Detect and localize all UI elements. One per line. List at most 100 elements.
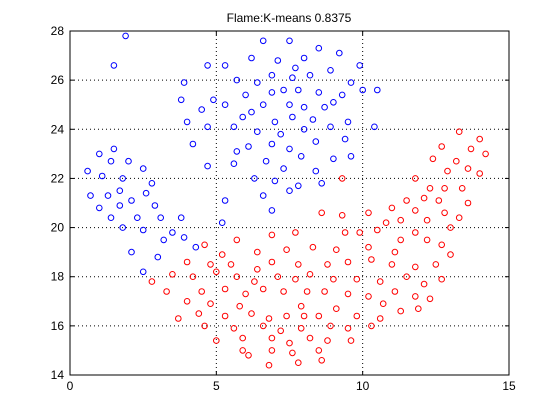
data-point bbox=[292, 64, 299, 72]
data-point bbox=[379, 300, 387, 308]
data-point bbox=[242, 91, 249, 99]
data-point bbox=[213, 337, 220, 344]
data-point bbox=[382, 219, 390, 226]
y-tick-label: 26 bbox=[51, 73, 65, 87]
data-point bbox=[297, 153, 305, 160]
data-point bbox=[221, 62, 229, 69]
data-point bbox=[333, 305, 340, 313]
data-point bbox=[271, 177, 279, 185]
data-point bbox=[306, 271, 314, 278]
data-point bbox=[324, 261, 331, 268]
data-point bbox=[253, 248, 261, 256]
data-point bbox=[286, 339, 293, 347]
data-point bbox=[98, 172, 106, 180]
data-point bbox=[397, 216, 405, 224]
data-point bbox=[438, 241, 446, 249]
data-point bbox=[210, 96, 217, 104]
data-point bbox=[476, 135, 484, 143]
data-point bbox=[233, 273, 241, 281]
data-point bbox=[107, 157, 115, 165]
data-point bbox=[227, 261, 235, 268]
data-point bbox=[192, 243, 200, 251]
y-tick-label: 18 bbox=[51, 270, 65, 284]
axis-ticks: 0 5 10 15 14 16 18 20 22 24 26 28 bbox=[51, 24, 516, 393]
data-point bbox=[300, 126, 308, 133]
data-point bbox=[286, 145, 293, 153]
data-point bbox=[447, 251, 454, 258]
data-point bbox=[391, 248, 399, 256]
data-point bbox=[415, 305, 422, 313]
data-point bbox=[251, 278, 258, 285]
data-point bbox=[321, 288, 328, 295]
data-point bbox=[458, 185, 466, 192]
data-point bbox=[218, 251, 226, 258]
data-point bbox=[268, 89, 276, 96]
data-point bbox=[312, 138, 320, 145]
data-point bbox=[119, 224, 126, 231]
data-point bbox=[341, 135, 349, 143]
data-point bbox=[201, 322, 208, 330]
x-tick-label: 0 bbox=[67, 379, 74, 393]
data-point bbox=[347, 337, 355, 344]
data-point bbox=[183, 118, 191, 126]
y-tick-label: 16 bbox=[51, 319, 65, 333]
data-point bbox=[295, 359, 302, 367]
data-point bbox=[259, 37, 267, 45]
data-point bbox=[336, 49, 343, 57]
data-point bbox=[207, 300, 214, 308]
data-point bbox=[189, 140, 197, 148]
data-point bbox=[248, 54, 255, 62]
data-point bbox=[195, 310, 203, 317]
data-point bbox=[295, 182, 302, 190]
y-tick-label: 20 bbox=[51, 221, 65, 235]
data-point bbox=[154, 253, 162, 261]
y-tick-label: 22 bbox=[51, 171, 65, 185]
data-point bbox=[368, 256, 375, 263]
y-tick-label: 14 bbox=[51, 368, 65, 382]
data-point bbox=[84, 167, 91, 175]
data-point bbox=[233, 76, 241, 84]
data-point bbox=[338, 175, 346, 182]
data-point bbox=[371, 123, 378, 131]
data-point bbox=[280, 288, 287, 295]
data-point bbox=[412, 263, 419, 271]
data-point bbox=[239, 347, 246, 354]
data-point bbox=[280, 86, 287, 94]
data-point bbox=[453, 157, 460, 165]
data-point bbox=[236, 302, 243, 310]
data-point bbox=[87, 192, 94, 199]
data-point bbox=[315, 44, 323, 52]
data-point bbox=[265, 361, 273, 369]
data-point bbox=[397, 236, 405, 244]
data-point bbox=[374, 226, 381, 234]
data-point bbox=[268, 258, 276, 266]
data-point bbox=[198, 288, 205, 295]
data-point bbox=[119, 175, 126, 182]
data-point bbox=[213, 268, 220, 276]
data-point bbox=[327, 123, 334, 131]
data-point bbox=[374, 86, 381, 94]
data-point bbox=[330, 275, 337, 283]
data-point bbox=[292, 275, 299, 283]
data-point bbox=[277, 130, 285, 138]
data-point bbox=[268, 71, 276, 79]
data-point bbox=[169, 271, 176, 278]
data-point bbox=[280, 165, 287, 172]
data-point bbox=[324, 337, 331, 344]
data-point bbox=[96, 150, 103, 158]
data-point bbox=[207, 261, 214, 268]
data-point bbox=[327, 67, 334, 74]
data-point bbox=[464, 199, 472, 207]
data-point bbox=[233, 148, 241, 155]
data-point bbox=[438, 143, 446, 150]
data-point bbox=[268, 207, 276, 214]
data-point bbox=[300, 312, 308, 320]
data-point bbox=[318, 180, 326, 187]
data-point bbox=[327, 322, 334, 330]
data-point bbox=[221, 197, 229, 204]
chart-title: Flame:K-means 0.8375 bbox=[227, 11, 352, 25]
data-point bbox=[318, 209, 326, 217]
axes-box bbox=[69, 30, 510, 376]
